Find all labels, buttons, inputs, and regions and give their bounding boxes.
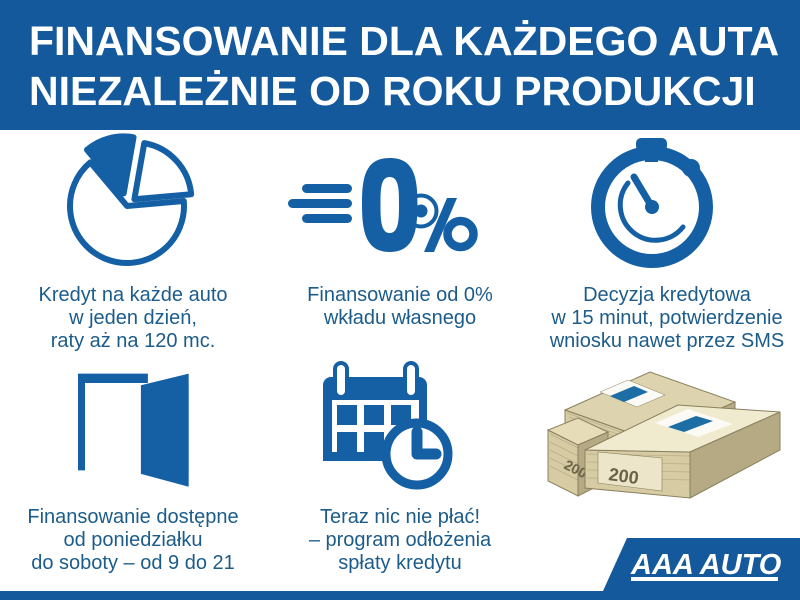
svg-text:AAA AUTO: AAA AUTO xyxy=(630,549,782,581)
svg-text:200: 200 xyxy=(607,464,640,488)
